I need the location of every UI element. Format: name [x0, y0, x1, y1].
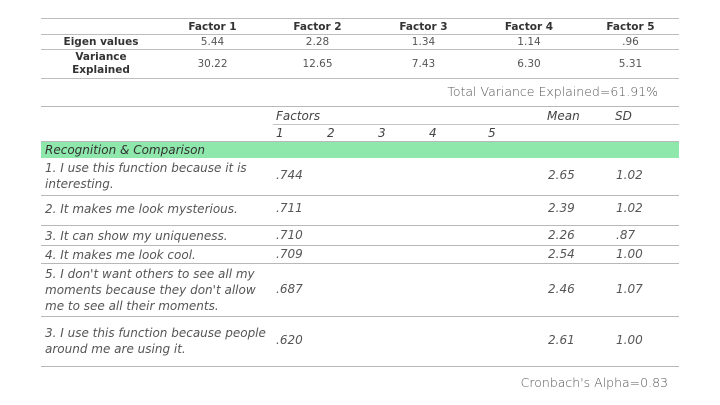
item-loading: .710 — [276, 228, 303, 242]
eigen-value-cell: 1.14 — [476, 34, 582, 50]
item-mean: 2.65 — [548, 168, 575, 182]
factor-number-2: 2 — [327, 126, 335, 140]
eigen-values-label: Eigen values — [41, 34, 161, 50]
item-sd: 1.00 — [616, 333, 643, 347]
loadings-top-rule — [41, 106, 679, 107]
factor-1-header: Factor 1 — [161, 18, 264, 35]
row-divider — [41, 225, 679, 226]
variance-value-cell: 30.22 — [161, 49, 264, 79]
item-text: 2. It makes me look mysterious. — [45, 202, 238, 216]
variance-value-cell: 12.65 — [264, 49, 371, 79]
eigen-value-cell: .96 — [582, 34, 679, 50]
header-bottom-rule — [41, 141, 679, 142]
item-mean: 2.61 — [548, 333, 575, 347]
item-text: 1. I use this function because it is int… — [45, 161, 247, 191]
factor-number-5: 5 — [488, 126, 496, 140]
variance-explained-row: Variance Explained 30.22 12.65 7.43 6.30… — [41, 49, 679, 79]
factors-subheader-rule — [273, 124, 679, 125]
factor-2-header: Factor 2 — [264, 18, 371, 35]
eigen-value-cell: 1.34 — [371, 34, 476, 50]
item-sd: 1.00 — [616, 247, 643, 261]
item-mean: 2.26 — [548, 228, 575, 242]
item-loading: .620 — [276, 333, 303, 347]
item-loading: .709 — [276, 247, 303, 261]
factor-5-header: Factor 5 — [582, 18, 679, 35]
row-divider — [41, 263, 679, 264]
row-divider — [41, 316, 679, 317]
row-divider — [41, 195, 679, 196]
item-mean: 2.54 — [548, 247, 575, 261]
summary-header-row: Factor 1 Factor 2 Factor 3 Factor 4 Fact… — [41, 18, 679, 35]
item-mean: 2.39 — [548, 201, 575, 215]
sd-header: SD — [615, 109, 632, 123]
variance-value-cell: 6.30 — [476, 49, 582, 79]
variance-explained-label: Variance Explained — [41, 49, 161, 79]
item-loading: .711 — [276, 201, 303, 215]
item-loading: .744 — [276, 168, 303, 182]
item-text: 3. I use this function because people ar… — [45, 326, 266, 356]
item-sd: .87 — [616, 228, 636, 242]
item-text: 4. It makes me look cool. — [45, 248, 196, 262]
item-text: 3. It can show my uniqueness. — [45, 229, 228, 243]
eigen-values-row: Eigen values 5.44 2.28 1.34 1.14 .96 — [41, 34, 679, 50]
variance-label-line2: Explained — [72, 64, 130, 76]
factors-header: Factors — [276, 109, 321, 123]
item-sd: 1.02 — [616, 168, 643, 182]
eigen-value-cell: 5.44 — [161, 34, 264, 50]
item-mean: 2.46 — [548, 282, 575, 296]
item-sd: 1.07 — [616, 282, 643, 296]
total-variance-explained: Total Variance Explained=61.91% — [447, 84, 658, 99]
eigen-summary-table: Factor 1 Factor 2 Factor 3 Factor 4 Fact… — [41, 18, 679, 79]
variance-value-cell: 5.31 — [582, 49, 679, 79]
section-recognition-comparison: Recognition & Comparison — [41, 142, 679, 158]
item-sd: 1.02 — [616, 201, 643, 215]
item-loading: .687 — [276, 282, 303, 296]
row-divider — [41, 245, 679, 246]
factor-number-3: 3 — [378, 126, 386, 140]
summary-corner-cell — [41, 18, 161, 35]
variance-label-line1: Variance — [75, 51, 127, 63]
mean-header: Mean — [547, 109, 580, 123]
item-text: 5. I don't want others to see all my mom… — [45, 267, 256, 313]
loadings-bottom-rule — [41, 366, 679, 367]
factor-number-1: 1 — [276, 126, 284, 140]
factor-3-header: Factor 3 — [371, 18, 476, 35]
cronbach-alpha: Cronbach's Alpha=0.83 — [520, 375, 668, 390]
factor-4-header: Factor 4 — [476, 18, 582, 35]
eigen-value-cell: 2.28 — [264, 34, 371, 50]
variance-value-cell: 7.43 — [371, 49, 476, 79]
factor-number-4: 4 — [429, 126, 437, 140]
